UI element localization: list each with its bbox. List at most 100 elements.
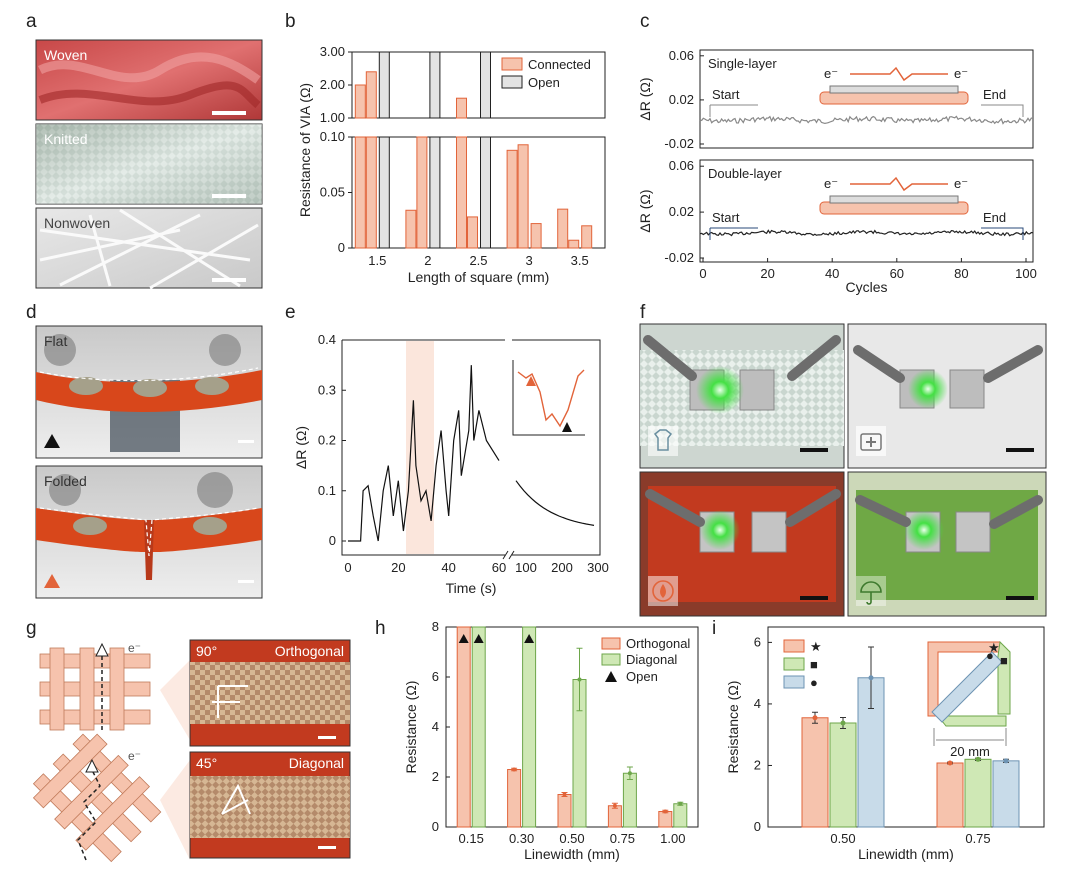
angle-label-45: 45° bbox=[196, 755, 217, 771]
legend-swatch-connected bbox=[501, 57, 523, 71]
y-tick-label: 1.00 bbox=[320, 110, 345, 125]
photo-led-green-fabric bbox=[847, 471, 1047, 617]
legend-label-orthogonal: Orthogonal bbox=[626, 636, 690, 651]
x-axis-label: Cycles bbox=[845, 279, 887, 295]
open-marker bbox=[473, 634, 484, 643]
panel-f-photos bbox=[639, 323, 1047, 617]
x-axis-label: Linewidth (mm) bbox=[524, 846, 620, 862]
y-axis-label: Resistance (Ω) bbox=[403, 681, 419, 774]
bar-connected bbox=[365, 136, 377, 249]
bar-series-2 bbox=[992, 760, 1020, 828]
bar-diagonal bbox=[622, 772, 637, 828]
y-tick-label: 6 bbox=[754, 634, 761, 649]
photo-knitted: Knitted bbox=[35, 123, 263, 205]
y-axis-label: ΔR (Ω) bbox=[293, 426, 309, 469]
bar-series-2 bbox=[857, 677, 885, 828]
bar-series-1 bbox=[829, 722, 857, 828]
bar-orthogonal bbox=[607, 805, 622, 828]
panel-label-h: h bbox=[375, 618, 386, 639]
panel-label-c: c bbox=[640, 11, 650, 32]
y-tick-label: 0.4 bbox=[318, 332, 336, 347]
scale-bar bbox=[212, 194, 246, 198]
y-tick-label: 0.3 bbox=[318, 382, 336, 397]
start-label: Start bbox=[712, 210, 740, 225]
axes-frame bbox=[699, 49, 1034, 149]
y-tick-label: 0.1 bbox=[318, 483, 336, 498]
bar-open bbox=[378, 136, 390, 249]
axes-frame bbox=[341, 339, 601, 556]
bar-connected bbox=[517, 144, 529, 249]
photo-label-orthogonal: Orthogonal bbox=[275, 643, 344, 659]
x-tick-label: 0.15 bbox=[459, 831, 484, 846]
mean-point bbox=[840, 720, 846, 726]
x-tick-label: 300 bbox=[587, 560, 609, 575]
panel-label-f: f bbox=[640, 302, 646, 323]
bar-connected bbox=[456, 97, 467, 119]
chart-b: 1.5 2 2.5 3 3.5 0 0.05 0.10 1.00 2.00 3.00 Length o… bbox=[297, 44, 609, 285]
bar-series-0 bbox=[936, 762, 964, 828]
bar-open bbox=[480, 136, 491, 249]
conductor-layer bbox=[829, 195, 959, 204]
mean-point bbox=[678, 801, 683, 806]
x-tick-label: 0.75 bbox=[610, 831, 635, 846]
current-path bbox=[850, 66, 948, 82]
x-tick-label: 2 bbox=[424, 253, 431, 268]
y-tick-label: 0.05 bbox=[320, 185, 345, 200]
y-tick-label: 0.10 bbox=[320, 129, 345, 144]
y-tick-label: 2 bbox=[432, 769, 439, 784]
start-arrow bbox=[709, 104, 758, 117]
y-tick-label: -0.02 bbox=[664, 136, 694, 151]
y-tick-label: 8 bbox=[432, 619, 439, 634]
x-tick-label: 3 bbox=[525, 253, 532, 268]
inset-dimension-label: 20 mm bbox=[950, 744, 990, 759]
y-tick-label: 0.2 bbox=[318, 433, 336, 448]
scale-bar bbox=[1006, 596, 1034, 600]
y-axis-label: ΔR (Ω) bbox=[637, 77, 653, 120]
legend-label-open: Open bbox=[528, 75, 560, 90]
y-tick-label: 0 bbox=[754, 819, 761, 834]
legend-label-connected: Connected bbox=[528, 57, 591, 72]
y-tick-label: 0.02 bbox=[669, 92, 694, 107]
panel-label-d: d bbox=[26, 302, 37, 323]
mean-point bbox=[1003, 758, 1009, 764]
photo-folded: Folded bbox=[35, 465, 263, 599]
orange-triangle-marker bbox=[44, 574, 60, 588]
photo-label-woven: Woven bbox=[44, 47, 87, 63]
inset-marker-circle: ● bbox=[986, 648, 994, 663]
legend-label-0: ★ bbox=[810, 639, 822, 654]
panel-d-photos: Flat Folded bbox=[35, 325, 263, 599]
inset-green-path-bottom bbox=[936, 715, 1007, 727]
y-tick-label: 0 bbox=[432, 819, 439, 834]
x-axis-label: Linewidth (mm) bbox=[858, 846, 954, 862]
photo-label-folded: Folded bbox=[44, 473, 87, 489]
x-tick-label: 100 bbox=[1015, 266, 1037, 281]
y-tick-label: -0.02 bbox=[664, 250, 694, 265]
black-triangle-marker bbox=[44, 434, 60, 448]
panel-a-photos: Woven Knitted Nonwoven bbox=[35, 39, 263, 290]
x-axis-label: Time (s) bbox=[446, 580, 497, 596]
axis-break-gap bbox=[348, 120, 609, 135]
conductor-layer bbox=[829, 85, 959, 94]
bar-connected bbox=[456, 136, 467, 249]
delta-r-trace-relaxation bbox=[515, 480, 595, 526]
inset-dimension-line bbox=[933, 728, 1007, 746]
photo-nonwoven: Nonwoven bbox=[35, 207, 263, 290]
scale-bar bbox=[1006, 448, 1034, 452]
mean-point bbox=[512, 767, 517, 772]
x-tick-label: 2.5 bbox=[469, 253, 487, 268]
photo-orthogonal: 90° Orthogonal bbox=[189, 639, 351, 747]
mean-point bbox=[562, 792, 567, 797]
inset-green-path bbox=[997, 640, 1011, 715]
mean-point bbox=[975, 756, 981, 762]
bar-diagonal bbox=[471, 626, 486, 828]
start-arrow bbox=[709, 227, 758, 240]
y-axis-label: Resistance (Ω) bbox=[725, 681, 741, 774]
photo-led-red-fabric bbox=[639, 471, 845, 617]
legend-swatch-open bbox=[501, 75, 523, 89]
y-tick-label: 0.06 bbox=[669, 48, 694, 63]
inset-axes bbox=[512, 360, 585, 436]
electron-label: e⁻ bbox=[954, 66, 968, 81]
panel-label-a: a bbox=[26, 11, 37, 32]
y-tick-label: 6 bbox=[432, 669, 439, 684]
